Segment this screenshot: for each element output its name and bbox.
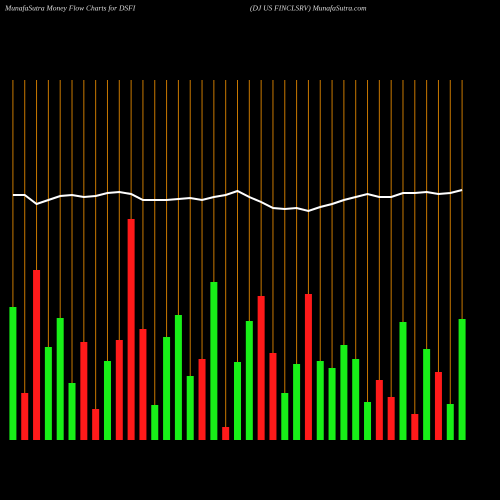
bar	[56, 318, 64, 440]
bar	[234, 362, 241, 440]
bar	[127, 219, 135, 440]
bar	[446, 404, 454, 440]
chart-subtitle: (DJ US FINCLSRV) MunafaSutra.com	[250, 4, 367, 13]
bar	[293, 364, 301, 440]
bar	[434, 372, 442, 440]
bar	[375, 380, 383, 440]
bar	[340, 345, 348, 440]
bar	[399, 322, 407, 440]
bar	[281, 393, 289, 440]
bar	[186, 376, 194, 440]
bar	[9, 307, 17, 440]
bar	[222, 427, 230, 440]
bar	[411, 414, 419, 440]
bar	[163, 337, 171, 440]
bar	[304, 294, 312, 440]
bar	[139, 329, 147, 440]
bar	[198, 359, 206, 440]
chart-title: MunafaSutra Money Flow Charts for DSFI	[4, 4, 136, 13]
bar	[458, 319, 466, 440]
bar	[328, 368, 336, 440]
bar	[115, 340, 123, 440]
bar	[316, 361, 324, 440]
bar	[387, 397, 395, 440]
bar	[33, 270, 41, 440]
bar	[245, 321, 253, 440]
bar	[423, 349, 431, 440]
bar	[92, 409, 100, 440]
bar	[103, 361, 111, 440]
bar	[269, 353, 277, 440]
money-flow-line	[12, 189, 463, 213]
bar	[44, 347, 52, 440]
bar	[210, 282, 218, 440]
bar	[80, 342, 88, 440]
bar	[68, 383, 76, 440]
bar	[151, 405, 159, 440]
bar	[352, 359, 360, 440]
bar	[21, 393, 29, 440]
bar	[174, 315, 182, 440]
bar	[364, 402, 372, 440]
bar	[257, 296, 265, 440]
